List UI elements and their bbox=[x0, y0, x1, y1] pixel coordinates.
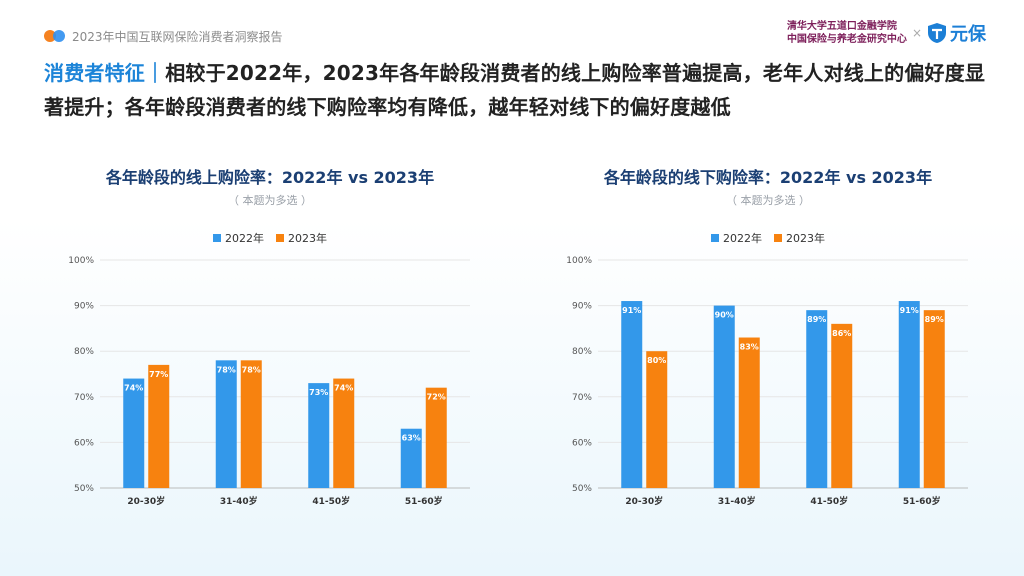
bar-2023年 bbox=[425, 387, 447, 488]
data-label: 77% bbox=[149, 370, 168, 379]
report-name: 2023年中国互联网保险消费者洞察报告 bbox=[72, 29, 283, 44]
bar-2023年 bbox=[738, 337, 760, 488]
brand-name: 元保 bbox=[950, 24, 986, 45]
report-logo-dots-icon bbox=[44, 30, 66, 42]
data-label: 63% bbox=[402, 434, 421, 443]
online-rate-chart: 各年龄段的线上购险率：2022年 vs 2023年 （ 本题为多选 ） 2022… bbox=[40, 160, 500, 560]
bar-2022年 bbox=[308, 383, 330, 488]
data-label: 74% bbox=[334, 384, 353, 393]
legend-label-2022: 2022年 bbox=[723, 232, 762, 245]
bar-2022年 bbox=[898, 301, 920, 488]
data-label: 72% bbox=[427, 393, 446, 402]
y-tick-label: 50% bbox=[74, 484, 94, 494]
bar-2023年 bbox=[240, 360, 262, 488]
report-header: 2023年中国互联网保险消费者洞察报告 bbox=[44, 26, 283, 46]
headline-accent: 消费者特征｜ bbox=[44, 61, 166, 85]
y-tick-label: 70% bbox=[74, 393, 94, 403]
y-tick-label: 100% bbox=[566, 256, 592, 266]
legend-label-2022: 2022年 bbox=[225, 232, 264, 245]
y-tick-label: 90% bbox=[572, 302, 592, 312]
x-tick-label: 20-30岁 bbox=[127, 495, 165, 507]
legend-swatch-2023 bbox=[276, 234, 284, 242]
chart-title: 各年龄段的线上购险率：2022年 vs 2023年 bbox=[105, 168, 435, 187]
data-label: 78% bbox=[217, 365, 236, 374]
chart-note: （ 本题为多选 ） bbox=[726, 194, 810, 207]
y-tick-label: 90% bbox=[74, 302, 94, 312]
headline-text: 相较于2022年，2023年各年龄段消费者的线上购险率普遍提高，老年人对线上的偏… bbox=[44, 61, 986, 119]
chart-legend: 2022年 2023年 bbox=[538, 230, 998, 246]
data-label: 83% bbox=[740, 343, 759, 352]
partner-name-line2: 中国保险与养老金研究中心 bbox=[786, 34, 907, 45]
data-label: 78% bbox=[242, 365, 261, 374]
x-tick-label: 41-50岁 bbox=[810, 495, 848, 507]
legend-item-2022: 2022年 bbox=[711, 230, 762, 246]
data-label: 91% bbox=[622, 306, 641, 315]
page-headline: 消费者特征｜相较于2022年，2023年各年龄段消费者的线上购险率普遍提高，老年… bbox=[44, 56, 994, 124]
bar-2023年 bbox=[646, 351, 668, 488]
online-chart-plot: 50% 60% 70% 80% 90% 100% 74% 77% 20-30岁 78% 78% 31-… bbox=[68, 256, 470, 507]
data-label: 91% bbox=[900, 306, 919, 315]
x-tick-label: 51-60岁 bbox=[405, 495, 443, 507]
bar-2022年 bbox=[215, 360, 237, 488]
x-tick-label: 31-40岁 bbox=[718, 495, 756, 507]
y-tick-label: 80% bbox=[74, 347, 94, 357]
tsinghua-logo: 清华大学五道口金融学院 中国保险与养老金研究中心 bbox=[787, 20, 907, 46]
offline-rate-chart: 各年龄段的线下购险率：2022年 vs 2023年 （ 本题为多选 ） 2022… bbox=[538, 160, 998, 560]
data-label: 86% bbox=[832, 329, 851, 338]
legend-item-2023: 2023年 bbox=[774, 230, 825, 246]
times-symbol: × bbox=[911, 26, 922, 40]
bar-2022年 bbox=[123, 378, 145, 488]
y-tick-label: 50% bbox=[572, 484, 592, 494]
legend-swatch-2023 bbox=[774, 234, 782, 242]
data-label: 73% bbox=[309, 388, 328, 397]
bar-2022年 bbox=[806, 310, 828, 488]
legend-label-2023: 2023年 bbox=[288, 232, 327, 245]
data-label: 74% bbox=[124, 384, 143, 393]
data-label: 89% bbox=[925, 315, 944, 324]
yuanbao-logo: 元保 bbox=[927, 20, 986, 46]
y-tick-label: 60% bbox=[572, 438, 592, 448]
partner-logos: 清华大学五道口金融学院 中国保险与养老金研究中心 × 元保 bbox=[787, 20, 986, 46]
bar-2022年 bbox=[713, 305, 735, 488]
bar-2022年 bbox=[621, 301, 643, 488]
chart-title: 各年龄段的线下购险率：2022年 vs 2023年 bbox=[603, 168, 933, 187]
bar-2022年 bbox=[400, 428, 422, 488]
chart-legend: 2022年 2023年 bbox=[40, 230, 500, 246]
x-tick-label: 51-60岁 bbox=[903, 495, 941, 507]
data-label: 80% bbox=[647, 356, 666, 365]
data-label: 89% bbox=[807, 315, 826, 324]
legend-swatch-2022 bbox=[711, 234, 719, 242]
y-tick-label: 60% bbox=[74, 438, 94, 448]
shield-icon bbox=[928, 23, 946, 43]
offline-chart-plot: 50% 60% 70% 80% 90% 100% 91% 80% 20-30岁 90% 83% 31-… bbox=[566, 256, 968, 507]
x-tick-label: 20-30岁 bbox=[625, 495, 663, 507]
y-tick-label: 100% bbox=[68, 256, 94, 266]
y-tick-label: 80% bbox=[572, 347, 592, 357]
bar-2023年 bbox=[831, 323, 853, 488]
legend-label-2023: 2023年 bbox=[786, 232, 825, 245]
x-tick-label: 41-50岁 bbox=[312, 495, 350, 507]
bar-2023年 bbox=[148, 364, 170, 488]
y-tick-label: 70% bbox=[572, 393, 592, 403]
legend-item-2023: 2023年 bbox=[276, 230, 327, 246]
legend-item-2022: 2022年 bbox=[213, 230, 264, 246]
chart-note: （ 本题为多选 ） bbox=[228, 194, 312, 207]
legend-swatch-2022 bbox=[213, 234, 221, 242]
data-label: 90% bbox=[715, 311, 734, 320]
x-tick-label: 31-40岁 bbox=[220, 495, 258, 507]
partner-name-line1: 清华大学五道口金融学院 bbox=[786, 21, 897, 32]
bar-2023年 bbox=[923, 310, 945, 488]
bar-2023年 bbox=[333, 378, 355, 488]
